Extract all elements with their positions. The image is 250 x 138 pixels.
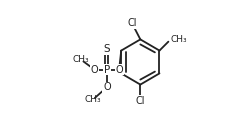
- Text: CH₃: CH₃: [171, 35, 187, 44]
- Text: CH₃: CH₃: [72, 55, 89, 64]
- Text: O: O: [91, 65, 98, 75]
- Text: Cl: Cl: [136, 95, 145, 106]
- Text: O: O: [115, 65, 123, 75]
- Text: Cl: Cl: [127, 18, 136, 28]
- Text: O: O: [103, 82, 111, 92]
- Text: P: P: [104, 65, 110, 75]
- Text: CH₃: CH₃: [84, 95, 101, 104]
- Text: S: S: [104, 44, 110, 54]
